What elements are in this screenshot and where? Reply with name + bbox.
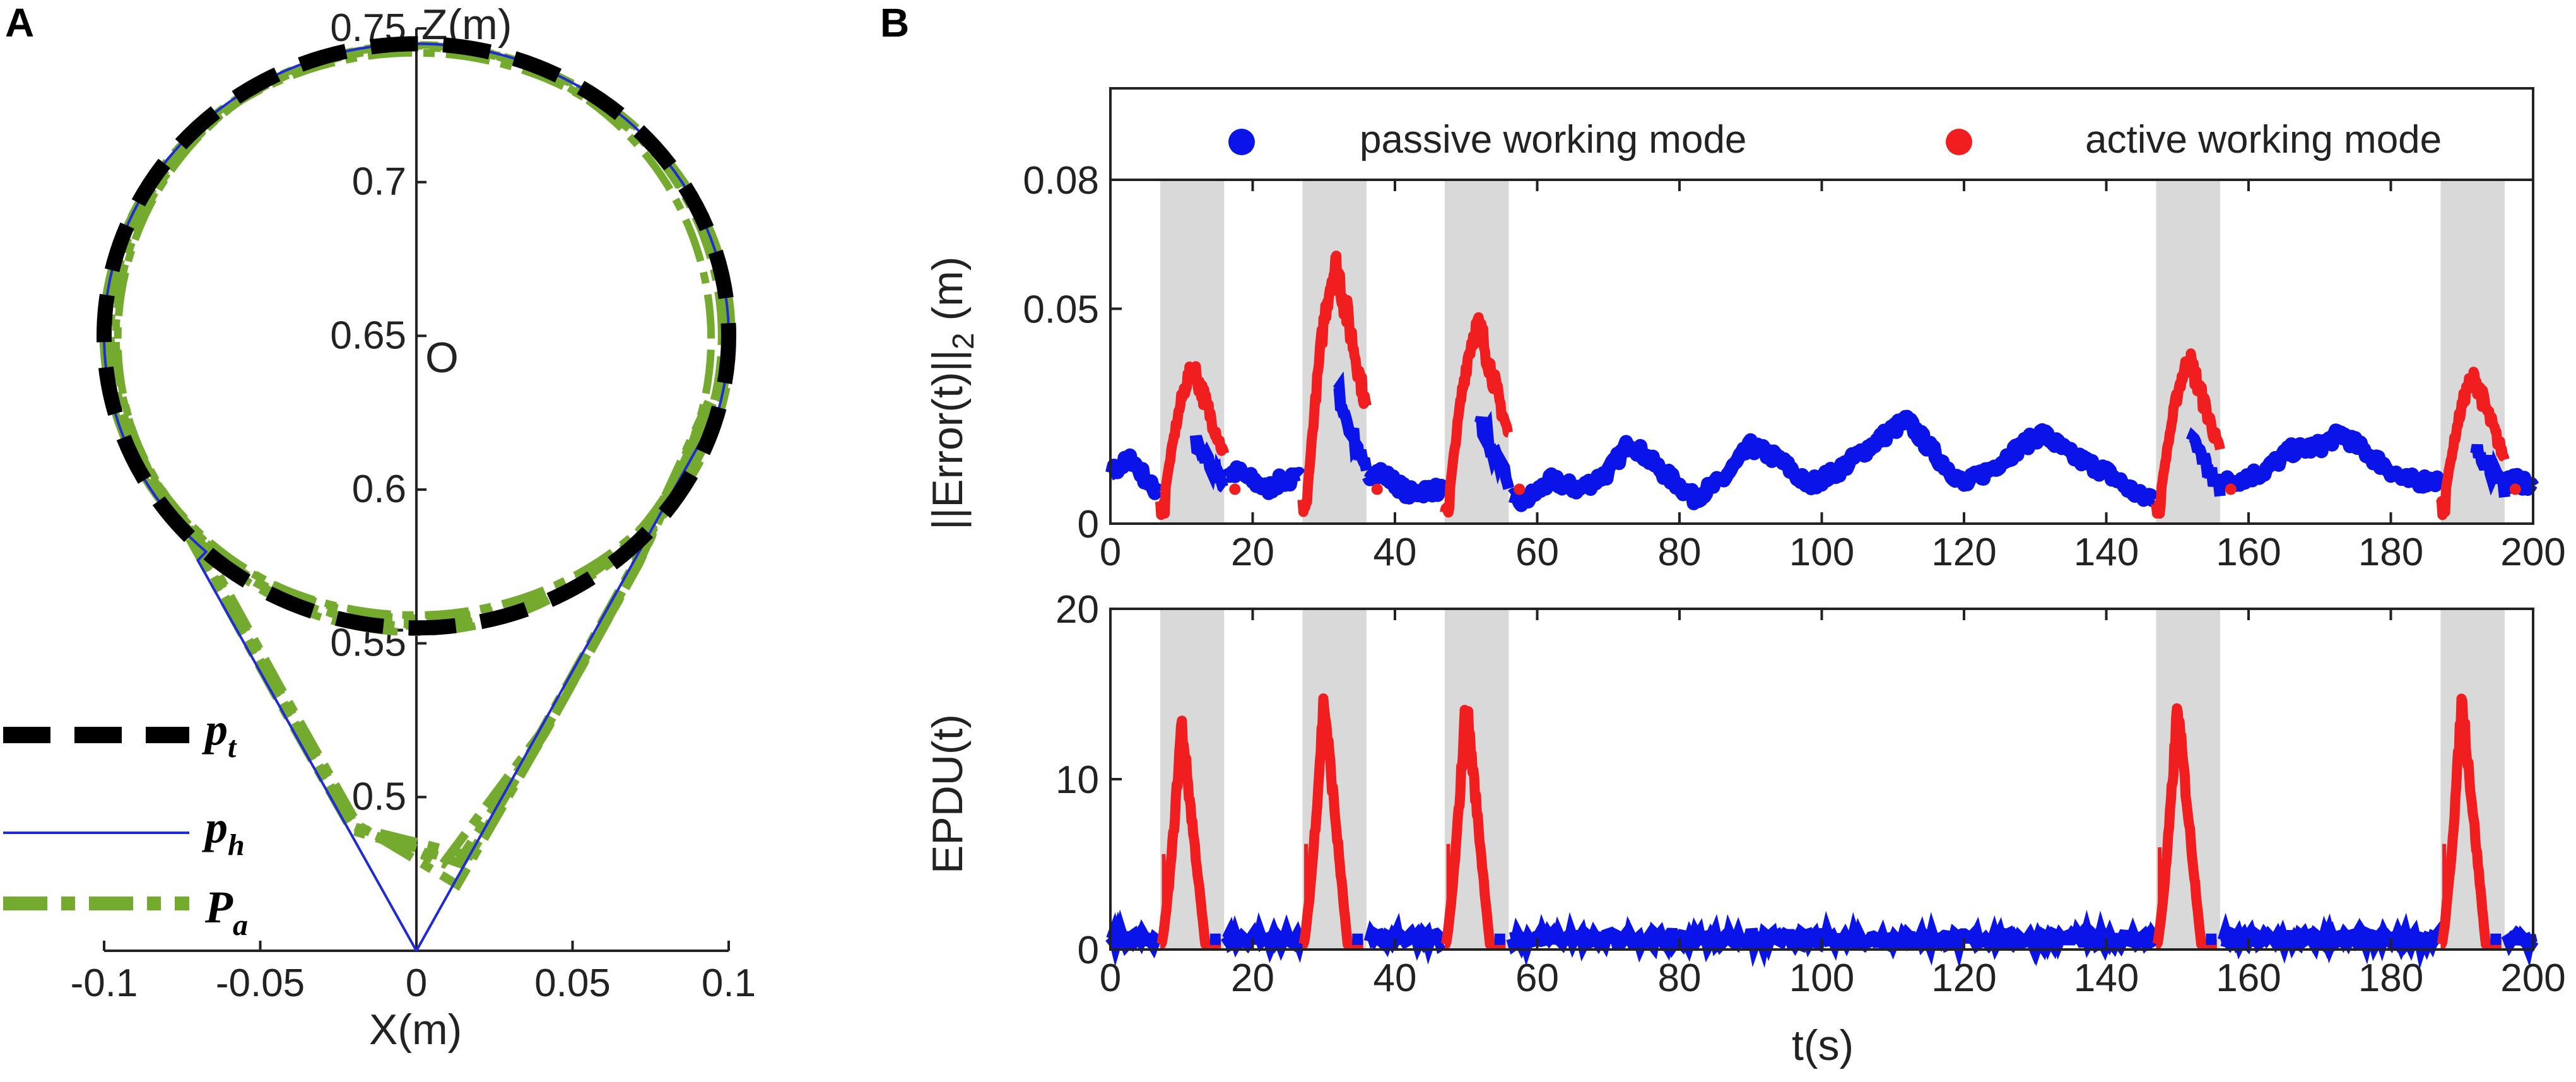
panel-a-x-ticks: -0.1 -0.05 0 0.05 0.1	[71, 941, 756, 1005]
error-y-ticks: 0 0.05 0.08	[1023, 159, 1122, 546]
error-active-point	[1514, 483, 1526, 495]
epdu-passive-segment	[1363, 912, 1447, 965]
error-x-tick-label: 0	[1100, 531, 1121, 574]
error-x-tick-label: 200	[2500, 531, 2565, 574]
panel-a-y-tick-label: 0.65	[330, 314, 406, 357]
target-trajectory	[97, 36, 736, 636]
error-x-tick-label: 120	[1931, 531, 1996, 574]
panel-b-epdu-plot: 0 20 40 60 80 100 120 140 160 180 200 0 10 20 EPDU(t…	[924, 588, 2566, 1069]
legend-passive-label: passive working mode	[1360, 118, 1746, 162]
epdu-active-windows	[1160, 609, 2505, 950]
panel-a-y-ticks: 0.50.550.60.650.70.75	[330, 6, 426, 818]
panel-a-y-tick-label: 0.6	[352, 467, 406, 511]
panel-a-center-label: O	[425, 334, 459, 382]
epdu-x-tick-label: 180	[2358, 956, 2423, 1000]
epdu-passive-segment	[2501, 925, 2539, 967]
legend-pa-label: Pa	[204, 882, 248, 942]
epdu-x-tick-label: 100	[1789, 956, 1854, 1000]
epdu-x-tick-label: 0	[1100, 956, 1121, 1000]
epdu-y-tick-label: 20	[1056, 588, 1099, 632]
panel-b-legend: passive working mode active working mode	[1109, 87, 2534, 181]
panel-a-x-tick-label: 0.1	[702, 961, 756, 1005]
error-active-burst	[1297, 250, 1372, 517]
epdu-y-label: EPDU(t)	[924, 714, 972, 874]
error-passive-segment	[1362, 462, 1450, 505]
panel-a-x-label: X(m)	[369, 1006, 462, 1054]
error-passive-tail	[1332, 371, 1372, 472]
error-passive-tail	[2470, 444, 2510, 498]
panel-a-x-tick-label: -0.05	[216, 961, 305, 1005]
legend-pt-label: pt	[201, 704, 237, 764]
error-active-burst	[2151, 348, 2225, 519]
epdu-x-tick-label: 140	[2074, 956, 2139, 1000]
error-active-point	[2225, 483, 2237, 495]
panel-a-legend: pt ph Pa	[3, 704, 248, 942]
epdu-x-label: t(s)	[1792, 1021, 1854, 1069]
epdu-x-tick-label: 80	[1658, 956, 1702, 1000]
panel-a-x-tick-label: 0.05	[534, 961, 611, 1005]
epdu-x-tick-label: 40	[1373, 956, 1417, 1000]
error-active-burst	[2435, 367, 2510, 520]
legend-active-marker	[1946, 129, 1972, 155]
panel-a-plot: -0.1 -0.05 0 0.05 0.1 0.50.550.60.650.70.75 …	[3, 1, 756, 1054]
panel-a-y-tick-label: 0.5	[352, 775, 406, 818]
epdu-x-ticks: 0 20 40 60 80 100 120 140 160 180 200	[1100, 609, 2566, 1000]
epdu-y-tick-label: 0	[1078, 929, 1099, 972]
epdu-y-tick-label: 10	[1056, 758, 1099, 802]
error-y-label: ||Error(t)||2 (m)	[924, 257, 980, 530]
panel-a-curves	[97, 36, 736, 951]
legend-ph-label: ph	[201, 802, 245, 862]
actual-trajectory-cone	[190, 401, 717, 869]
legend-active-label: active working mode	[2085, 118, 2442, 162]
error-x-tick-label: 180	[2358, 531, 2423, 574]
error-passive-segment	[1221, 460, 1306, 500]
panel-b-label: B	[880, 0, 909, 45]
actual-trajectory-cone	[191, 399, 718, 891]
error-passive-segment	[1105, 448, 1164, 500]
actual-trajectory-cone	[185, 404, 712, 868]
epdu-x-tick-label: 160	[2216, 956, 2281, 1000]
error-x-tick-label: 100	[1789, 531, 1854, 574]
error-active-point	[1371, 483, 1383, 495]
error-series	[1105, 250, 2539, 520]
panel-a-label: A	[5, 0, 34, 45]
error-x-tick-label: 60	[1515, 531, 1559, 574]
error-active-burst	[1440, 312, 1513, 518]
error-passive-segment	[2216, 423, 2446, 494]
panel-b-legend-box	[1109, 87, 2534, 181]
error-y-tick-label: 0.08	[1023, 159, 1099, 203]
panel-a-x-tick-label: 0	[406, 961, 427, 1005]
error-x-tick-label: 160	[2216, 531, 2281, 574]
error-y-tick-label: 0.05	[1023, 288, 1099, 331]
error-y-tick-label: 0	[1078, 503, 1099, 546]
error-passive-tail	[1474, 411, 1515, 490]
epdu-x-tick-label: 120	[1931, 956, 1996, 1000]
epdu-passive-segment	[1220, 912, 1307, 963]
error-x-ticks: 0 20 40 60 80 100 120 140 160 180 200	[1100, 180, 2566, 574]
error-active-burst	[1155, 361, 1230, 520]
epdu-passive-segment	[2217, 912, 2445, 970]
error-passive-tail	[2185, 427, 2226, 497]
error-x-tick-label: 80	[1658, 531, 1702, 574]
error-x-tick-label: 20	[1231, 531, 1274, 574]
panel-a-y-tick-label: 0.7	[352, 160, 406, 204]
epdu-y-ticks: 0 10 20	[1056, 588, 1122, 972]
epdu-x-tick-label: 200	[2500, 956, 2565, 1000]
epdu-passive-segment	[1506, 910, 2160, 968]
epdu-x-tick-label: 20	[1231, 956, 1274, 1000]
error-x-tick-label: 140	[2074, 531, 2139, 574]
epdu-passive-segment	[1105, 909, 1161, 967]
epdu-x-tick-label: 60	[1515, 956, 1559, 1000]
error-active-point	[1229, 483, 1241, 495]
panel-b-error-plot: 0 20 40 60 80 100 120 140 160 180 200 0 0.05 0.08 ||…	[924, 159, 2566, 574]
legend-passive-marker	[1228, 129, 1255, 155]
panel-a-x-tick-label: -0.1	[71, 961, 138, 1005]
error-x-tick-label: 40	[1373, 531, 1417, 574]
epdu-series	[1105, 693, 2539, 970]
error-active-point	[2509, 483, 2521, 495]
error-passive-segment	[1505, 409, 2160, 512]
error-passive-tail	[1189, 435, 1228, 493]
